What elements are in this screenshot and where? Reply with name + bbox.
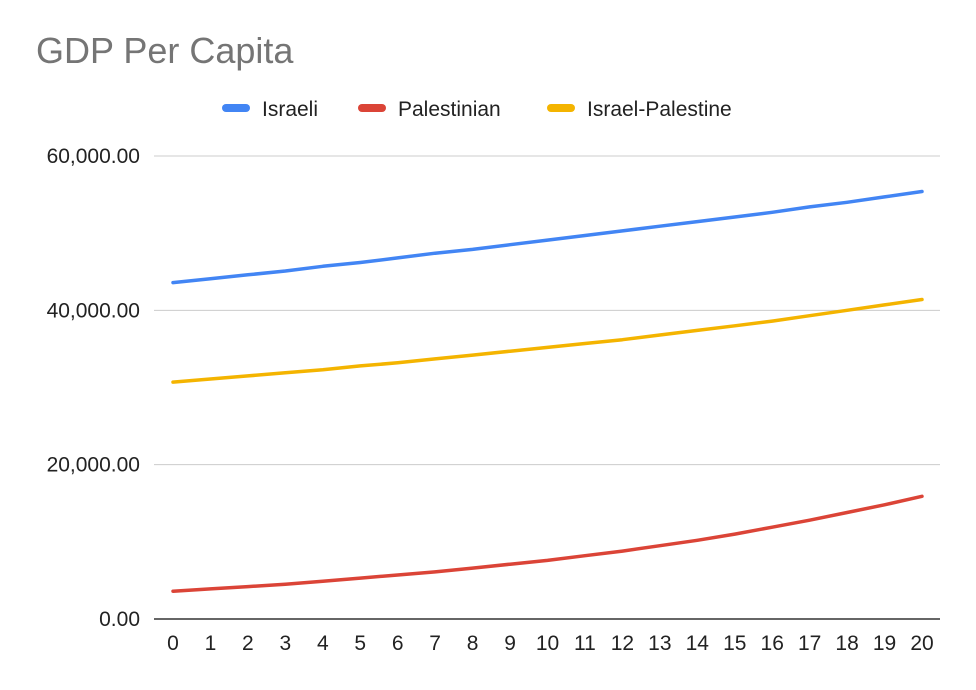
legend: Israeli Palestinian Israel-Palestine xyxy=(222,98,732,121)
x-tick-label: 2 xyxy=(242,632,254,655)
x-tick-label: 5 xyxy=(354,632,366,655)
x-tick-label: 15 xyxy=(723,632,746,655)
y-tick-label: 20,000.00 xyxy=(47,454,140,477)
legend-swatch-palestinian xyxy=(358,104,386,112)
chart-title: GDP Per Capita xyxy=(36,30,294,71)
y-tick-label: 0.00 xyxy=(99,608,140,631)
x-tick-label: 8 xyxy=(467,632,479,655)
series-line-palestinian xyxy=(171,494,924,593)
x-tick-label: 3 xyxy=(280,632,292,655)
legend-label-palestinian: Palestinian xyxy=(398,98,501,121)
x-tick-label: 14 xyxy=(686,632,710,655)
x-tick-label: 17 xyxy=(798,632,821,655)
series-line-israel-palestine xyxy=(171,297,924,384)
gridlines xyxy=(154,155,940,620)
legend-label-israel-palestine: Israel-Palestine xyxy=(587,98,732,121)
legend-swatch-israeli xyxy=(222,104,250,112)
x-tick-label: 18 xyxy=(835,632,858,655)
x-tick-label: 12 xyxy=(611,632,634,655)
x-tick-label: 11 xyxy=(574,632,596,655)
y-tick-label: 60,000.00 xyxy=(47,145,140,168)
legend-label-israeli: Israeli xyxy=(262,98,318,121)
x-tick-label: 9 xyxy=(504,632,516,655)
x-tick-label: 1 xyxy=(205,632,217,655)
x-tick-label: 16 xyxy=(761,632,784,655)
legend-swatch-israel-palestine xyxy=(547,104,575,112)
x-tick-label: 6 xyxy=(392,632,404,655)
x-tick-label: 4 xyxy=(317,632,329,655)
series-lines xyxy=(171,189,924,593)
x-tick-label: 7 xyxy=(429,632,441,655)
x-tick-label: 0 xyxy=(167,632,179,655)
y-axis-ticks: 0.00 20,000.00 40,000.00 60,000.00 xyxy=(47,145,140,631)
x-tick-label: 13 xyxy=(648,632,671,655)
x-axis-ticks: 0 1 2 3 4 5 6 7 8 9 10 11 12 13 14 15 16 17 18 19 20 xyxy=(167,632,934,655)
x-tick-label: 10 xyxy=(536,632,559,655)
series-line-israeli xyxy=(171,189,924,285)
y-tick-label: 40,000.00 xyxy=(47,299,140,322)
x-tick-label: 20 xyxy=(910,632,933,655)
x-tick-label: 19 xyxy=(873,632,896,655)
